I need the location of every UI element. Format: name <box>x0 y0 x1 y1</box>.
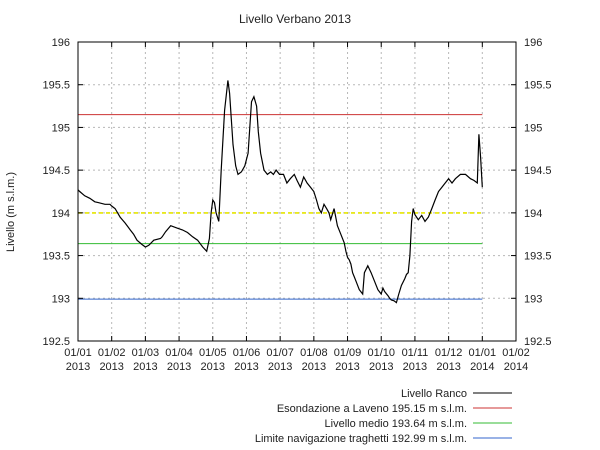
x-tick-label-date: 01/09 <box>334 347 362 359</box>
y-tick-label-right: 193 <box>524 293 542 305</box>
x-tick-label-date: 01/01 <box>469 347 497 359</box>
y-tick-label-right: 195.5 <box>524 80 552 92</box>
y-tick-label-left: 196 <box>52 37 70 49</box>
y-tick-label-right: 196 <box>524 37 542 49</box>
x-tick-label-year: 2013 <box>133 361 157 373</box>
y-tick-label-right: 193.5 <box>524 251 552 263</box>
x-tick-label-date: 01/12 <box>435 347 463 359</box>
legend-label: Livello medio 193.64 m s.l.m. <box>325 418 467 430</box>
legend: Livello Ranco Esondazione a Laveno 195.15… <box>255 388 512 445</box>
y-tick-label-right: 194.5 <box>524 165 552 177</box>
legend-label: Limite navigazione traghetti 192.99 m s.… <box>255 433 467 445</box>
legend-label: Livello Ranco <box>401 388 467 400</box>
x-tick-label-date: 01/02 <box>502 347 530 359</box>
x-tick-label-date: 01/04 <box>165 347 193 359</box>
x-tick-label-date: 01/07 <box>266 347 294 359</box>
x-tick-label-date: 01/02 <box>98 347 126 359</box>
grid-layer <box>78 42 516 341</box>
x-tick-label-date: 01/01 <box>64 347 92 359</box>
x-tick-label-year: 2013 <box>268 361 292 373</box>
x-tick-label-year: 2013 <box>302 361 326 373</box>
x-tick-label-year: 2014 <box>470 361 494 373</box>
y-tick-label-left: 195 <box>52 122 70 134</box>
y-tick-label-right: 195 <box>524 122 542 134</box>
x-tick-label-year: 2013 <box>201 361 225 373</box>
x-tick-label-year: 2013 <box>436 361 460 373</box>
x-tick-label-year: 2013 <box>234 361 258 373</box>
y-tick-label-right: 192.5 <box>524 336 552 348</box>
x-tick-label-date: 01/03 <box>132 347 160 359</box>
plot-frame <box>77 41 517 342</box>
y-axis-title: Livello (m s.l.m.) <box>5 172 17 252</box>
x-tick-label-date: 01/05 <box>199 347 227 359</box>
x-tick-label-date: 01/11 <box>402 347 429 359</box>
x-tick-label-year: 2014 <box>504 361 528 373</box>
y-tick-label-left: 194.5 <box>42 165 70 177</box>
y-tick-label-left: 195.5 <box>42 80 70 92</box>
x-tick-label-year: 2013 <box>403 361 427 373</box>
y-tick-label-left: 193.5 <box>42 251 70 263</box>
x-tick-label-date: 01/06 <box>233 347 261 359</box>
x-tick-label-year: 2013 <box>167 361 191 373</box>
y-tick-label-left: 194 <box>52 208 70 220</box>
series-line-livello-ranco <box>77 80 483 304</box>
y-tick-label-left: 192.5 <box>42 336 70 348</box>
y-tick-label-right: 194 <box>524 208 542 220</box>
x-tick-label-year: 2013 <box>335 361 359 373</box>
x-tick-label-year: 2013 <box>66 361 90 373</box>
chart-title: Livello Verbano 2013 <box>239 12 351 26</box>
x-tick-label-year: 2013 <box>369 361 393 373</box>
tick-layer: 192.5 192.5 193 193 193.5 193.5 194 194 194.5 194… <box>42 37 551 373</box>
legend-label: Esondazione a Laveno 195.15 m s.l.m. <box>277 403 467 415</box>
x-tick-label-year: 2013 <box>99 361 123 373</box>
series-layer <box>77 80 483 304</box>
x-tick-label-date: 01/10 <box>367 347 395 359</box>
y-tick-label-left: 193 <box>52 293 70 305</box>
x-tick-label-date: 01/08 <box>300 347 328 359</box>
